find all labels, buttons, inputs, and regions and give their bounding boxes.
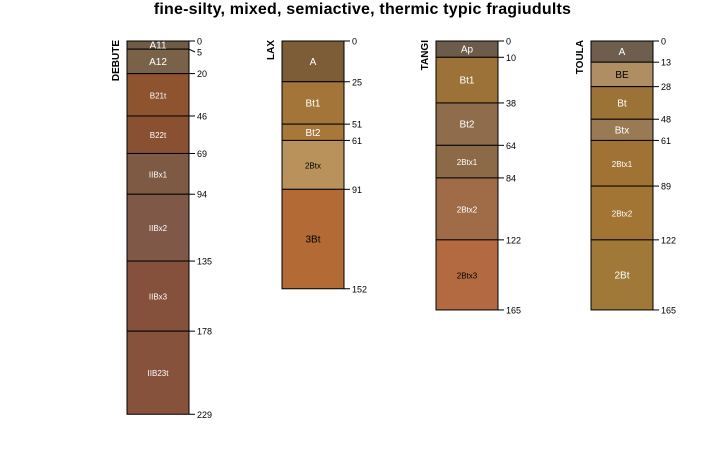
profile-debute: A11 A12 B21t B22t IIBx1 IIBx2 IIBx3 IIB23t 05 20 4… <box>111 37 212 420</box>
depth-label: 165 <box>661 305 676 315</box>
horizon-iib23t <box>126 330 190 415</box>
horizon-label: 2Btx2 <box>612 209 633 218</box>
depth-label: 48 <box>661 115 671 125</box>
horizon-iibx1 <box>126 152 190 195</box>
horizon-label: 2Btx1 <box>612 160 633 169</box>
depth-tick <box>188 48 196 53</box>
profile-tangi: Ap Bt1 Bt2 2Btx1 2Btx2 2Btx3 0 10 38 64 84 122 165 TA… <box>420 37 521 316</box>
horizon-3bt <box>281 188 345 290</box>
depth-label: 64 <box>506 141 516 151</box>
horizon-bt <box>590 86 654 120</box>
depth-label: 0 <box>661 37 666 47</box>
depth-label: 0 <box>352 37 357 47</box>
horizon-2btx1 <box>590 139 654 187</box>
horizon-a <box>281 40 345 83</box>
horizon-label: Btx <box>615 125 629 136</box>
horizon-2bt <box>590 239 654 311</box>
depth-label: 135 <box>197 257 212 267</box>
horizon-label: Bt1 <box>459 76 474 87</box>
horizon-label: B21t <box>150 91 167 100</box>
horizon-label: A <box>619 47 626 58</box>
horizon-label: A11 <box>149 41 166 52</box>
horizon-label: IIBx3 <box>149 293 168 302</box>
horizon-label: 3Bt <box>305 235 320 246</box>
horizon-label: IIBx1 <box>149 170 168 179</box>
profile-name-lax: LAX <box>266 40 277 60</box>
horizon-label: 2Btx <box>305 161 321 170</box>
depth-label: 94 <box>197 190 207 200</box>
profile-toula: A BE Bt Btx 2Btx1 2Btx2 2Bt 0 13 28 48 61 89 122 165 TO… <box>575 37 676 316</box>
depth-label: 0 <box>197 37 202 47</box>
depth-label: 61 <box>661 136 671 146</box>
horizon-label: B22t <box>150 131 167 140</box>
horizon-iibx2 <box>126 193 190 262</box>
horizon-b21t <box>126 73 190 117</box>
horizon-label: IIBx2 <box>149 224 168 233</box>
depth-label: 122 <box>506 235 521 245</box>
horizon-bt1 <box>435 56 499 104</box>
depth-label: 152 <box>352 284 367 294</box>
horizon-label: Bt2 <box>305 128 320 139</box>
horizon-2btx3 <box>435 239 499 311</box>
depth-label: 61 <box>352 136 362 146</box>
horizon-iibx3 <box>126 260 190 332</box>
horizon-2btx2 <box>435 177 499 241</box>
depth-label: 25 <box>352 77 362 87</box>
plot-title: fine-silty, mixed, semiactive, thermic t… <box>153 1 572 18</box>
horizon-bt2 <box>435 102 499 146</box>
depth-label: 13 <box>661 58 671 68</box>
horizon-label: Bt1 <box>305 98 320 109</box>
depth-label: 91 <box>352 185 362 195</box>
profile-name-tangi: TANGI <box>420 40 431 71</box>
horizon-label: 2Btx3 <box>457 271 478 280</box>
horizon-label: 2Btx2 <box>457 205 478 214</box>
depth-label: 84 <box>506 173 516 183</box>
horizon-label: IIB23t <box>148 369 170 378</box>
depth-label: 46 <box>197 111 207 121</box>
depth-label: 69 <box>197 149 207 159</box>
horizon-be <box>590 61 654 88</box>
depth-label: 178 <box>197 327 212 337</box>
profile-name-toula: TOULA <box>575 40 586 74</box>
depth-label: 20 <box>197 69 207 79</box>
depth-label: 38 <box>506 98 516 108</box>
profile-name-debute: DEBUTE <box>111 40 122 81</box>
depth-label: 122 <box>661 235 676 245</box>
horizon-label: 2Bt <box>614 270 629 281</box>
horizon-label: Bt <box>617 98 627 109</box>
depth-label: 51 <box>352 120 362 130</box>
horizon-label: Ap <box>461 45 474 56</box>
horizon-label: 2Btx1 <box>457 158 478 167</box>
depth-label: 89 <box>661 182 671 192</box>
horizon-label: Bt2 <box>459 120 474 131</box>
horizon-2btx <box>281 139 345 190</box>
horizon-a12 <box>126 48 190 75</box>
profile-lax: A Bt1 Bt2 2Btx 3Bt 0 25 51 61 91 152 LAX <box>266 37 367 295</box>
horizon-label: BE <box>615 70 629 81</box>
horizon-label: A12 <box>149 57 167 68</box>
depth-label: 10 <box>506 53 516 63</box>
depth-label: 165 <box>506 305 521 315</box>
depth-label: 5 <box>197 48 202 58</box>
depth-label: 0 <box>506 37 511 47</box>
depth-label: 229 <box>197 410 212 420</box>
horizon-label: A <box>310 57 317 68</box>
depth-label: 28 <box>661 82 671 92</box>
